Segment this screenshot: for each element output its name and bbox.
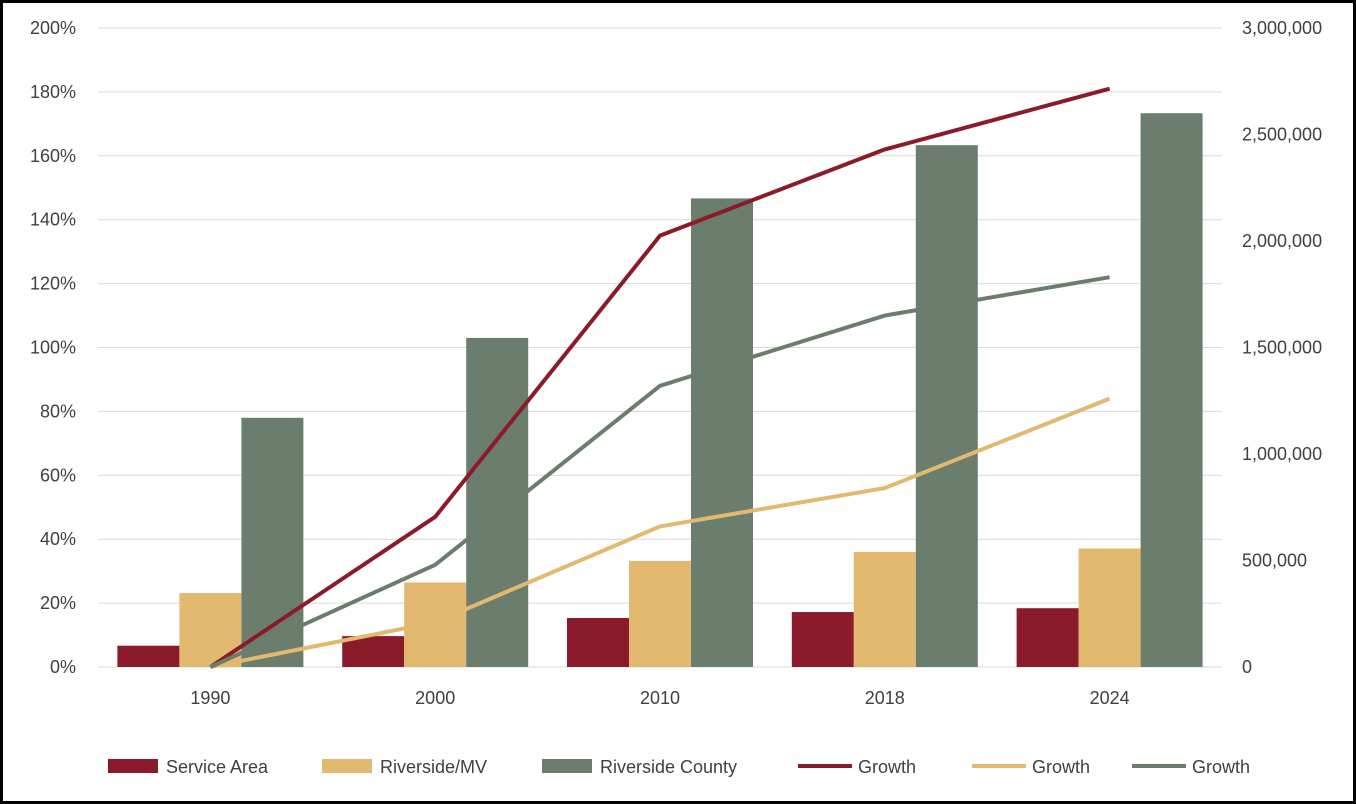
right-axis-tick-label: 3,000,000 [1242,18,1322,38]
bar-service-area-1990 [117,645,180,667]
bar-service-area-2010 [567,618,629,667]
left-axis-tick-label: 140% [30,210,76,230]
left-axis-tick-label: 160% [30,146,76,166]
bar-riverside-mv-2018 [853,551,916,667]
right-axis-tick-label: 0 [1242,657,1252,677]
right-axis-tick-label: 2,000,000 [1242,231,1322,251]
bar-riverside-mv-2024 [1078,548,1141,667]
legend-label-3: Riverside County [600,757,737,777]
bar-riverside-county-2024 [1140,113,1203,667]
bar-riverside-county-2000 [466,337,529,667]
legend-swatch-1 [108,759,158,773]
x-axis-tick-label: 2000 [415,688,455,708]
right-axis-tick-label: 2,500,000 [1242,125,1322,145]
left-axis-tick-label: 200% [30,18,76,38]
x-axis-tick-label: 2024 [1090,688,1130,708]
left-axis-tick-label: 100% [30,338,76,358]
bar-service-area-2000 [342,636,405,667]
right-axis-tick-label: 500,000 [1242,551,1307,571]
bar-riverside-county-2018 [915,145,978,667]
left-axis-tick-label: 120% [30,274,76,294]
legend-swatch-2 [322,759,372,773]
growth-line-1 [209,86,1111,669]
x-axis-tick-label: 1990 [190,688,230,708]
legend-swatch-3 [542,759,592,773]
legend-label-6: Growth [1192,757,1250,777]
x-axis-tick-label: 2010 [640,688,680,708]
legend-label-2: Riverside/MV [380,757,487,777]
growth-line-3 [209,275,1110,669]
legend-label-4: Growth [858,757,916,777]
left-axis-tick-label: 180% [30,82,76,102]
left-axis-tick-label: 0% [50,657,76,677]
right-axis-tick-label: 1,000,000 [1242,444,1322,464]
bar-service-area-2024 [1016,608,1079,667]
bar-riverside-mv-2010 [629,560,691,667]
right-axis-tick-label: 1,500,000 [1242,338,1322,358]
bar-riverside-county-2010 [691,198,753,667]
legend-label-1: Service Area [166,757,269,777]
left-axis-tick-label: 80% [40,401,76,421]
legend-label-5: Growth [1032,757,1090,777]
left-axis-tick-label: 60% [40,465,76,485]
x-axis-tick-label: 2018 [865,688,905,708]
left-axis-tick-label: 20% [40,593,76,613]
left-axis-tick-label: 40% [40,529,76,549]
growth-line-2 [210,396,1111,669]
bar-service-area-2018 [791,612,854,667]
